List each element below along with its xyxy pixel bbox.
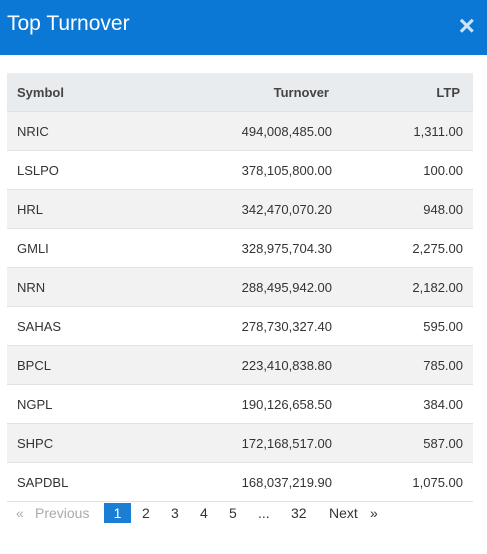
table-cell: NRN xyxy=(17,280,46,295)
table-cell: 595.00 xyxy=(423,319,463,334)
prev-arrow: « xyxy=(16,505,24,521)
table-cell: 378,105,800.00 xyxy=(241,163,332,178)
table-row: LSLPO 378,105,800.00 100.00 xyxy=(7,151,473,190)
table-cell: 384.00 xyxy=(423,397,463,412)
page-button[interactable]: 4 xyxy=(200,505,208,521)
table-cell: 2,182.00 xyxy=(412,280,463,295)
table-cell: 172,168,517.00 xyxy=(241,436,332,451)
table-cell: 328,975,704.30 xyxy=(241,241,332,256)
column-header[interactable]: Turnover xyxy=(273,85,329,100)
table-cell: 785.00 xyxy=(423,358,463,373)
table-cell: 494,008,485.00 xyxy=(241,124,332,139)
column-header[interactable]: LTP xyxy=(436,85,460,100)
page-button[interactable]: 5 xyxy=(229,505,237,521)
table-row: NGPL 190,126,658.50 384.00 xyxy=(7,385,473,424)
table-cell: GMLI xyxy=(17,241,49,256)
modal-header: Top Turnover × xyxy=(0,0,487,55)
table-cell: 288,495,942.00 xyxy=(241,280,332,295)
page-button[interactable]: ... xyxy=(258,505,270,521)
table-row: SHPC 172,168,517.00 587.00 xyxy=(7,424,473,463)
table-cell: 100.00 xyxy=(423,163,463,178)
turnover-table: Symbol Turnover LTP NRIC 494,008,485.00 1,311… xyxy=(7,73,473,502)
page-button[interactable]: 1 xyxy=(104,503,131,523)
table-cell: LSLPO xyxy=(17,163,59,178)
next-button[interactable]: Next xyxy=(329,505,358,521)
table-cell: 342,470,070.20 xyxy=(241,202,332,217)
next-arrow[interactable]: » xyxy=(370,505,378,521)
table-cell: 1,075.00 xyxy=(412,475,463,490)
table-cell: BPCL xyxy=(17,358,51,373)
page-button[interactable]: 2 xyxy=(142,505,150,521)
table-cell: 223,410,838.80 xyxy=(241,358,332,373)
table-cell: 1,311.00 xyxy=(413,124,463,139)
table-cell: 168,037,219.90 xyxy=(241,475,332,490)
table-cell: NGPL xyxy=(17,397,53,412)
table-row: BPCL 223,410,838.80 785.00 xyxy=(7,346,473,385)
table-row: NRIC 494,008,485.00 1,311.00 xyxy=(7,112,473,151)
table-row: SAPDBL 168,037,219.90 1,075.00 xyxy=(7,463,473,502)
table-cell: NRIC xyxy=(17,124,49,139)
table-cell: 587.00 xyxy=(423,436,463,451)
column-header[interactable]: Symbol xyxy=(17,85,64,100)
table-cell: SAHAS xyxy=(17,319,62,334)
page-button[interactable]: 3 xyxy=(171,505,179,521)
prev-button: Previous xyxy=(35,505,90,521)
table-row: HRL 342,470,070.20 948.00 xyxy=(7,190,473,229)
header-row: Symbol Turnover LTP xyxy=(7,73,473,112)
close-button[interactable]: × xyxy=(458,10,475,41)
page-button[interactable]: 32 xyxy=(291,505,307,521)
table-cell: 2,275.00 xyxy=(412,241,463,256)
table-row: SAHAS 278,730,327.40 595.00 xyxy=(7,307,473,346)
table-cell: SAPDBL xyxy=(17,475,69,490)
pagination: « Previous 1 2 3 4 5... 32 Next » xyxy=(0,502,487,524)
table-cell: HRL xyxy=(17,202,44,217)
table-row: GMLI 328,975,704.30 2,275.00 xyxy=(7,229,473,268)
table-row: NRN 288,495,942.00 2,182.00 xyxy=(7,268,473,307)
table-cell: 278,730,327.40 xyxy=(241,319,332,334)
table-cell: 190,126,658.50 xyxy=(241,397,332,412)
modal-title: Top Turnover xyxy=(7,12,130,35)
table-cell: SHPC xyxy=(17,436,54,451)
table-cell: 948.00 xyxy=(423,202,463,217)
